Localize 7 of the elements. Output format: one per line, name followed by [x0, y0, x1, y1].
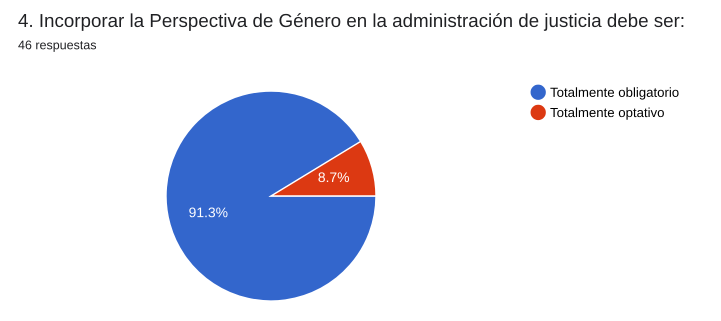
data-label: 8.7% [318, 172, 350, 182]
data-label: 91.3% [189, 207, 228, 218]
chart-title: 4. Incorporar la Perspectiva de Género en la administración de justicia debe ser: [18, 13, 684, 31]
legend-label: Totalmente obligatorio [550, 87, 679, 100]
legend-label: Totalmente optativo [550, 107, 664, 120]
text: 46 respuestas [18, 40, 96, 52]
pie-slice [165, 90, 377, 302]
